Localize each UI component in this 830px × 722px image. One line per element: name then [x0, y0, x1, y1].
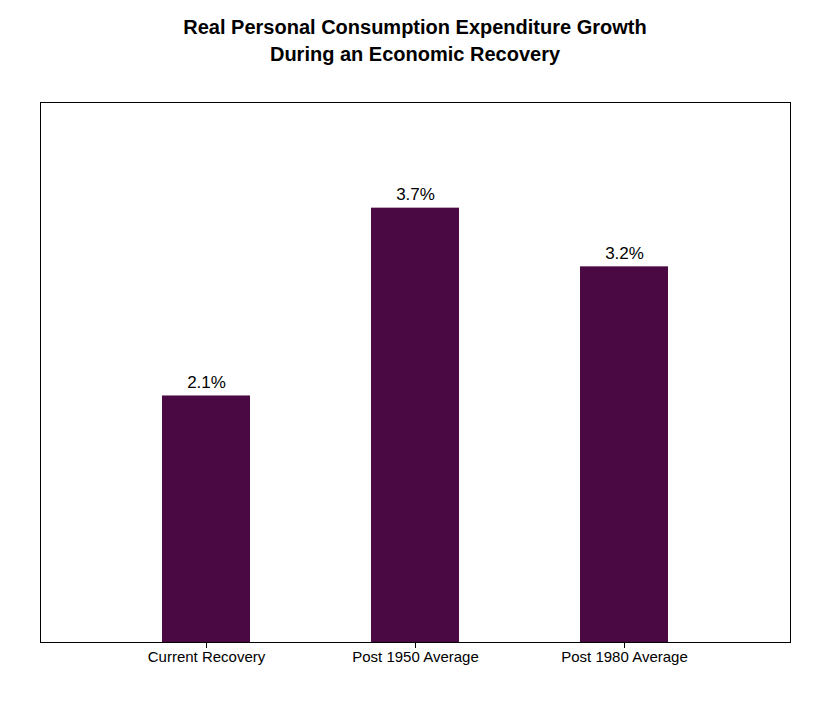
svg-text:3.7%: 3.7% [396, 185, 435, 204]
svg-text:2.1%: 2.1% [187, 373, 226, 392]
svg-text:Current Recovery: Current Recovery [148, 648, 266, 665]
html-text:Real Personal Consumption Expe: Real Personal Consumption Expenditure Gr… [183, 16, 647, 65]
svg-text:Post 1950 Average: Post 1950 Average [352, 648, 479, 665]
svg-text:Post 1980 Average: Post 1980 Average [561, 648, 688, 665]
svg-text:3.2%: 3.2% [605, 244, 644, 263]
